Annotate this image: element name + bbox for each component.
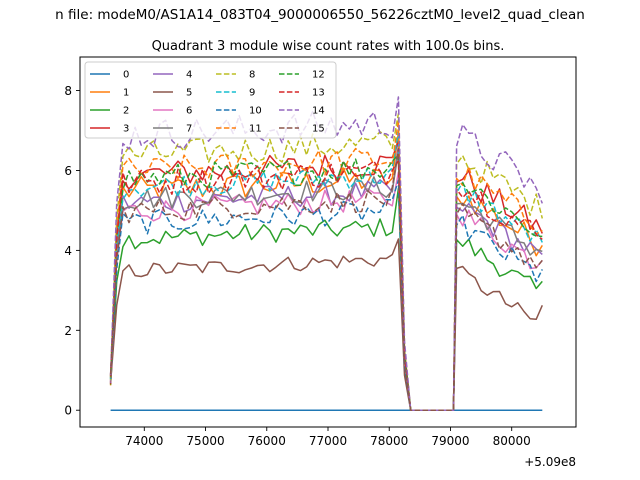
series-line-1 xyxy=(109,131,543,411)
legend-label: 8 xyxy=(249,70,255,81)
legend-label: 11 xyxy=(249,124,262,135)
series-line-13 xyxy=(109,160,543,411)
x-tick-label: 79000 xyxy=(431,434,469,448)
plot-area xyxy=(109,96,544,411)
series-line-12 xyxy=(109,154,543,411)
y-tick-label: 4 xyxy=(64,244,72,258)
x-tick-label: 74000 xyxy=(125,434,163,448)
x-tick-label: 76000 xyxy=(248,434,286,448)
legend-label: 0 xyxy=(123,70,129,81)
legend-label: 4 xyxy=(186,70,192,81)
y-tick-label: 2 xyxy=(64,324,72,338)
x-tick-label: 77000 xyxy=(309,434,347,448)
legend-label: 1 xyxy=(123,88,129,99)
x-tick-label: 75000 xyxy=(186,434,224,448)
series-line-5 xyxy=(109,238,543,411)
legend-box xyxy=(84,61,337,139)
legend-label: 14 xyxy=(312,106,325,117)
y-tick-label: 8 xyxy=(64,84,72,98)
chart-title: Quadrant 3 module wise count rates with … xyxy=(152,39,505,54)
y-tick-label: 6 xyxy=(64,164,72,178)
series-line-6 xyxy=(109,171,543,411)
legend-label: 13 xyxy=(312,88,325,99)
x-tick-label: 80000 xyxy=(493,434,531,448)
legend-label: 9 xyxy=(249,88,255,99)
series-line-14 xyxy=(109,96,543,411)
series-line-10 xyxy=(109,179,543,411)
legend-label: 3 xyxy=(123,124,129,135)
series-line-11 xyxy=(109,120,543,411)
legend-label: 7 xyxy=(186,124,192,135)
x-tick-label: 78000 xyxy=(370,434,408,448)
figure-suptitle: n file: modeM0/AS1A14_083T04_9000006550_… xyxy=(55,7,585,23)
legend-label: 12 xyxy=(312,70,325,81)
series-line-15 xyxy=(109,148,543,411)
series-line-2 xyxy=(109,187,543,411)
legend-label: 10 xyxy=(249,106,262,117)
axis-ticks: 74000 75000 76000 77000 78000 79000 80000 0 2 4 6 8 xyxy=(64,84,530,448)
x-offset-label: +5.09e8 xyxy=(524,455,576,469)
legend-label: 5 xyxy=(186,88,192,99)
legend-label: 2 xyxy=(123,106,129,117)
y-tick-label: 0 xyxy=(64,404,72,418)
series-line-4 xyxy=(109,144,543,411)
legend-label: 15 xyxy=(312,124,325,135)
legend-label: 6 xyxy=(186,106,192,117)
